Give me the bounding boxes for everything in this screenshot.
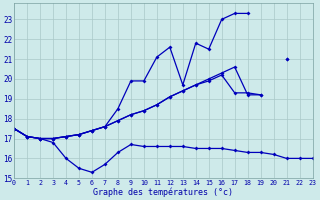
X-axis label: Graphe des températures (°c): Graphe des températures (°c) — [93, 187, 233, 197]
